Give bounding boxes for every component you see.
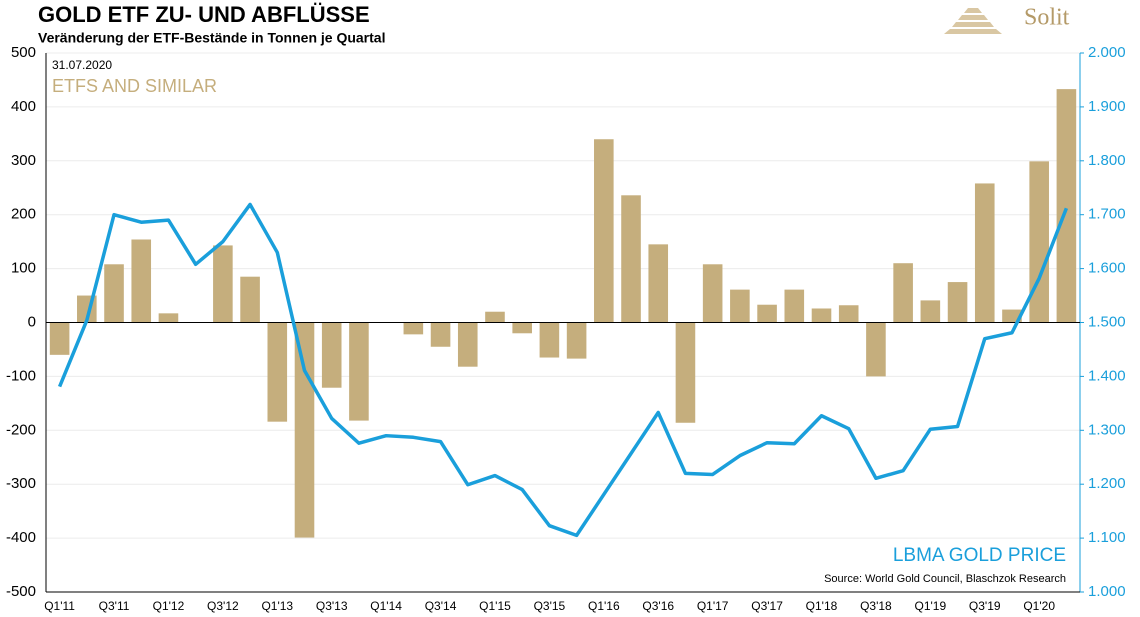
bar — [784, 289, 805, 323]
logo-text: Solit — [1024, 5, 1070, 31]
x-tick-label: Q1'15 — [479, 599, 511, 613]
y-tick-label: 400 — [11, 98, 36, 115]
bar — [49, 322, 70, 355]
bar — [430, 322, 451, 347]
y2-tick-label: 1.000 — [1088, 583, 1126, 600]
chart-title: GOLD ETF ZU- UND ABFLÜSSE — [38, 2, 370, 27]
y-tick-label: -300 — [6, 475, 36, 492]
bar — [838, 305, 859, 323]
bar — [947, 282, 968, 323]
y-tick-label: -100 — [6, 367, 36, 384]
y2-tick-label: 1.500 — [1088, 313, 1126, 330]
x-tick-label: Q1'12 — [153, 599, 185, 613]
bar — [866, 322, 886, 377]
x-tick-label: Q1'19 — [915, 599, 947, 613]
bar — [893, 263, 913, 323]
y2-tick-label: 1.700 — [1088, 206, 1126, 223]
y2-tick-label: 2.000 — [1088, 44, 1126, 61]
x-tick-label: Q3'18 — [860, 599, 892, 613]
x-tick-label: Q3'17 — [751, 599, 783, 613]
bar — [920, 300, 941, 323]
bar — [294, 322, 315, 538]
bar — [675, 322, 696, 423]
y2-tick-label: 1.800 — [1088, 152, 1126, 169]
bar — [512, 322, 532, 334]
bar — [267, 322, 288, 422]
bar — [1029, 161, 1049, 323]
bar — [240, 276, 260, 323]
x-tick-label: Q1'13 — [261, 599, 293, 613]
y2-tick-label: 1.300 — [1088, 421, 1126, 438]
line-legend: LBMA GOLD PRICE — [893, 545, 1066, 566]
y-tick-label: 300 — [11, 152, 36, 169]
bar — [131, 239, 152, 323]
x-tick-label: Q3'12 — [207, 599, 239, 613]
chart-subtitle: Veränderung der ETF-Bestände in Tonnen j… — [38, 30, 385, 46]
bar — [730, 289, 750, 323]
y-tick-label: -200 — [6, 421, 36, 438]
bar — [811, 308, 832, 323]
x-tick-label: Q3'16 — [642, 599, 674, 613]
bar — [757, 304, 777, 323]
bar — [403, 322, 424, 335]
bar — [213, 245, 233, 323]
logo-icon — [944, 8, 1002, 34]
bar — [621, 195, 641, 323]
y-tick-label: 200 — [11, 206, 36, 223]
y2-tick-label: 1.600 — [1088, 260, 1126, 277]
bar — [457, 322, 478, 367]
x-tick-label: Q3'13 — [316, 599, 348, 613]
bar — [104, 264, 124, 323]
date: 31.07.2020 — [52, 58, 112, 72]
bar-legend: ETFS AND SIMILAR — [52, 76, 217, 96]
y2-tick-label: 1.200 — [1088, 475, 1126, 492]
x-tick-label: Q3'15 — [534, 599, 566, 613]
x-tick-label: Q1'16 — [588, 599, 620, 613]
bar — [974, 183, 995, 323]
x-tick-label: Q1'11 — [44, 599, 75, 613]
y-tick-label: 100 — [11, 260, 36, 277]
x-tick-label: Q3'11 — [99, 599, 130, 613]
bar — [566, 322, 587, 359]
bar — [349, 322, 369, 421]
bar — [158, 313, 179, 323]
x-tick-label: Q1'17 — [697, 599, 729, 613]
y2-tick-label: 1.900 — [1088, 98, 1126, 115]
bar — [648, 244, 669, 323]
y2-tick-label: 1.100 — [1088, 529, 1126, 546]
y-tick-label: -500 — [6, 583, 36, 600]
x-tick-label: Q3'14 — [425, 599, 457, 613]
x-tick-label: Q1'18 — [806, 599, 838, 613]
x-tick-label: Q1'20 — [1023, 599, 1055, 613]
source: Source: World Gold Council, Blaschzok Re… — [824, 573, 1066, 585]
bar — [321, 322, 342, 388]
y-tick-label: 500 — [11, 44, 36, 61]
line — [57, 202, 1069, 538]
bar — [702, 264, 723, 323]
bar — [1056, 89, 1077, 323]
x-tick-label: Q3'19 — [969, 599, 1001, 613]
bar — [594, 139, 614, 323]
x-tick-label: Q1'14 — [370, 599, 402, 613]
bar — [485, 311, 505, 323]
y-tick-label: 0 — [28, 313, 36, 330]
y2-tick-label: 1.400 — [1088, 367, 1126, 384]
y-tick-label: -400 — [6, 529, 36, 546]
bar — [539, 322, 560, 358]
